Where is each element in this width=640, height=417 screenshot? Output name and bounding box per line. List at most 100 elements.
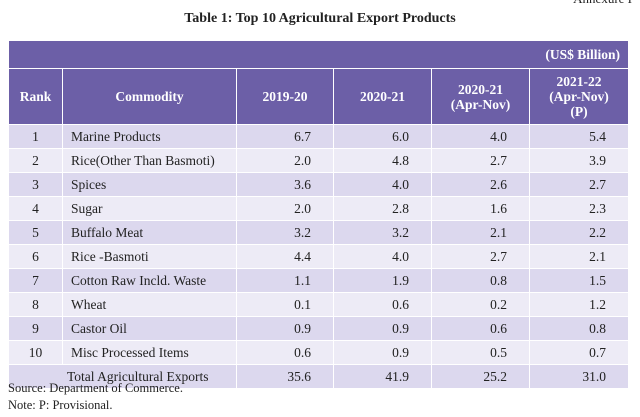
value: 6.0: [333, 124, 432, 149]
commodity: Rice(Other Than Basmoti): [62, 148, 237, 173]
value: 0.8: [528, 316, 630, 341]
value: 2.0: [236, 196, 334, 221]
data-row: 5 Buffalo Meat 3.2 3.2 2.1 2.2: [8, 220, 630, 245]
data-row: 1 Marine Products 6.7 6.0 4.0 5.4: [8, 124, 630, 149]
data-row: 3 Spices 3.6 4.0 2.6 2.7: [8, 172, 630, 197]
value: 2.7: [431, 244, 530, 269]
value: 3.9: [528, 148, 630, 173]
annexure: Annexure I: [573, 0, 632, 7]
value: 0.6: [333, 292, 432, 317]
value: 3.2: [236, 220, 334, 245]
value: 0.8: [431, 268, 530, 293]
commodity: Misc Processed Items: [62, 340, 237, 365]
value: 1.2: [528, 292, 630, 317]
value: 4.4: [236, 244, 334, 269]
value: 0.1: [236, 292, 334, 317]
value: 6.7: [236, 124, 334, 149]
header-text: (P): [570, 104, 588, 119]
rank: 7: [8, 268, 63, 293]
value: 0.7: [528, 340, 630, 365]
header-cell: Commodity: [62, 68, 237, 125]
total-row: Total Agricultural Exports 35.6 41.9 25.2 31…: [8, 364, 630, 389]
value: 2.1: [528, 244, 630, 269]
commodity: Rice -Basmoti: [62, 244, 237, 269]
header-text: 2021-22: [556, 74, 602, 89]
header-text: 2019-20: [262, 89, 308, 104]
value: 5.4: [528, 124, 630, 149]
commodity: Spices: [62, 172, 237, 197]
header-row: Rank Commodity 2019-20 2020-21 2020-21 (Apr-N…: [8, 68, 630, 125]
header-cell: 2019-20: [236, 68, 334, 125]
rank: 10: [8, 340, 63, 365]
commodity: Wheat: [62, 292, 237, 317]
total-value: 35.6: [236, 364, 334, 389]
value: 1.9: [333, 268, 432, 293]
data-row: 4 Sugar 2.0 2.8 1.6 2.3: [8, 196, 630, 221]
value: 0.2: [431, 292, 530, 317]
unit-label: (US$ Billion): [7, 40, 630, 69]
total-value: 31.0: [528, 364, 630, 389]
value: 2.7: [528, 172, 630, 197]
commodity: Castor Oil: [62, 316, 237, 341]
header-text: Commodity: [115, 89, 184, 104]
commodity: Cotton Raw Incld. Waste: [62, 268, 237, 293]
value: 1.5: [528, 268, 630, 293]
commodity: Marine Products: [62, 124, 237, 149]
header-cell: Rank: [8, 68, 63, 125]
source-note: Source: Department of Commerce.: [8, 381, 183, 395]
commodity: Buffalo Meat: [62, 220, 237, 245]
value: 2.3: [528, 196, 630, 221]
table-title: Table 1: Top 10 Agricultural Export Prod…: [184, 11, 456, 26]
value: 2.2: [528, 220, 630, 245]
value: 4.8: [333, 148, 432, 173]
value: 3.6: [236, 172, 334, 197]
data-row: 6 Rice -Basmoti 4.4 4.0 2.7 2.1: [8, 244, 630, 269]
value: 0.9: [236, 316, 334, 341]
unit-row: (US$ Billion): [7, 40, 630, 69]
value: 3.2: [333, 220, 432, 245]
header-text: 2020-21: [360, 89, 405, 104]
header-text: Rank: [19, 89, 52, 104]
header-text: (Apr-Nov): [549, 89, 609, 104]
header-text: 2020-21: [458, 81, 503, 97]
header-text: (Apr-Nov): [450, 96, 511, 112]
value: 4.0: [333, 244, 432, 269]
rank: 2: [8, 148, 63, 173]
total-value: 25.2: [431, 364, 530, 389]
value: 0.9: [333, 340, 432, 365]
value: 4.0: [431, 124, 530, 149]
header-cell: 2021-22 (Apr-Nov) (P): [528, 68, 630, 125]
provisional-note: Note: P: Provisional.: [8, 398, 113, 412]
value: 0.6: [236, 340, 334, 365]
total-value: 41.9: [333, 364, 432, 389]
value: 2.1: [431, 220, 530, 245]
value: 2.7: [431, 148, 530, 173]
data-row: 7 Cotton Raw Incld. Waste 1.1 1.9 0.8 1.5: [8, 268, 630, 293]
commodity: Sugar: [62, 196, 237, 221]
data-row: 2 Rice(Other Than Basmoti) 2.0 4.8 2.7 3.9: [8, 148, 630, 173]
total-label: Total Agricultural Exports: [8, 364, 237, 389]
value: 0.6: [431, 316, 530, 341]
data-row: 10 Misc Processed Items 0.6 0.9 0.5 0.7: [8, 340, 630, 365]
table: (US$ Billion) Rank Commodity 2019-20 2020-21…: [7, 40, 630, 389]
header-cell: 2020-21 (Apr-Nov): [431, 68, 530, 125]
value: 0.9: [333, 316, 432, 341]
rank: 1: [8, 124, 63, 149]
value: 2.6: [431, 172, 530, 197]
rank: 9: [8, 316, 63, 341]
data-row: 8 Wheat 0.1 0.6 0.2 1.2: [8, 292, 630, 317]
rank: 3: [8, 172, 63, 197]
header-cell: 2020-21: [333, 68, 432, 125]
value: 4.0: [333, 172, 432, 197]
rank: 5: [8, 220, 63, 245]
rank: 4: [8, 196, 63, 221]
value: 1.6: [431, 196, 530, 221]
value: 1.1: [236, 268, 334, 293]
rank: 8: [8, 292, 63, 317]
value: 2.8: [333, 196, 432, 221]
value: 0.5: [431, 340, 530, 365]
data-row: 9 Castor Oil 0.9 0.9 0.6 0.8: [8, 316, 630, 341]
value: 2.0: [236, 148, 334, 173]
rank: 6: [8, 244, 63, 269]
